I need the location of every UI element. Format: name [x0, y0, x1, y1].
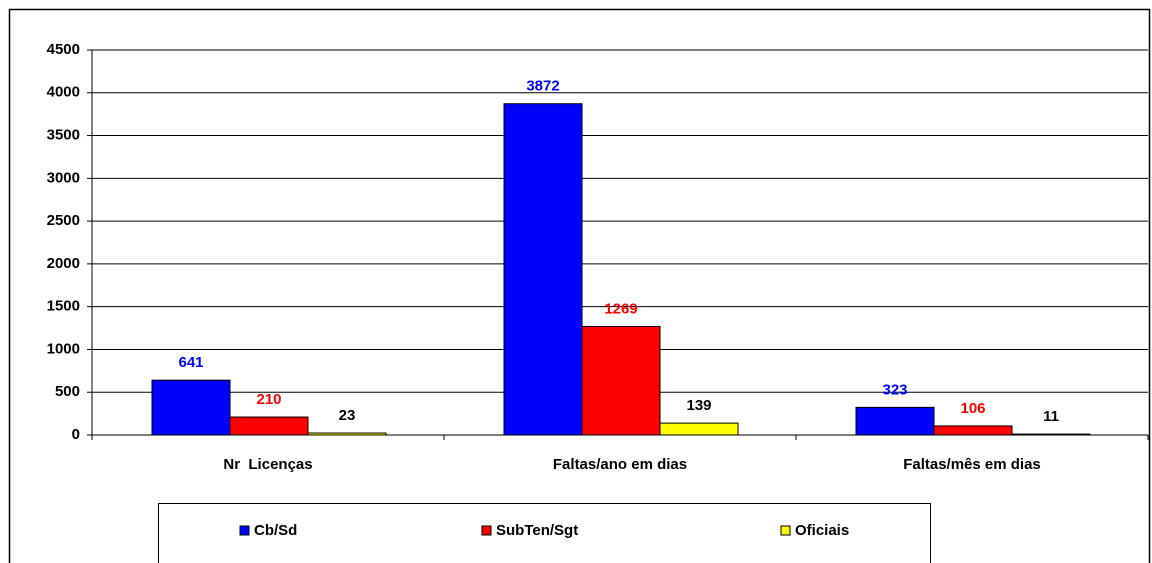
- value-label: 23: [339, 407, 356, 424]
- y-tick-label: 2500: [47, 212, 80, 229]
- value-label: 3872: [526, 78, 559, 95]
- y-tick-label: 4500: [47, 41, 80, 58]
- x-tick-label: Faltas/ano em dias: [553, 456, 687, 473]
- legend-swatch: [481, 525, 492, 536]
- legend-label: Cb/Sd: [254, 522, 297, 539]
- bar: [933, 425, 1013, 436]
- legend-label: Oficiais: [795, 522, 849, 539]
- x-tick-label: Nr Licenças: [223, 456, 312, 473]
- bar: [581, 325, 661, 436]
- bar: [151, 379, 231, 436]
- bar: [503, 103, 583, 436]
- y-tick-label: 1500: [47, 298, 80, 315]
- value-label: 106: [960, 400, 985, 417]
- y-tick-label: 0: [72, 426, 80, 443]
- bar: [1011, 433, 1091, 436]
- x-tick-label: Faltas/mês em dias: [903, 456, 1041, 473]
- bar: [855, 406, 935, 436]
- value-label: 11: [1043, 408, 1059, 425]
- y-tick-label: 3000: [47, 169, 80, 186]
- bar: [659, 422, 739, 436]
- legend-swatch: [780, 525, 791, 536]
- bar: [307, 432, 387, 436]
- legend-box: [158, 503, 931, 563]
- value-label: 641: [178, 354, 203, 371]
- y-tick-label: 1000: [47, 340, 80, 357]
- value-label: 323: [882, 381, 907, 398]
- legend-swatch: [239, 525, 250, 536]
- value-label: 210: [256, 391, 281, 408]
- legend-label: SubTen/Sgt: [496, 522, 578, 539]
- value-label: 1269: [604, 300, 637, 317]
- y-tick-label: 500: [55, 383, 80, 400]
- y-tick-label: 4000: [47, 84, 80, 101]
- y-tick-label: 2000: [47, 255, 80, 272]
- y-tick-label: 3500: [47, 127, 80, 144]
- value-label: 139: [686, 397, 711, 414]
- bar: [229, 416, 309, 436]
